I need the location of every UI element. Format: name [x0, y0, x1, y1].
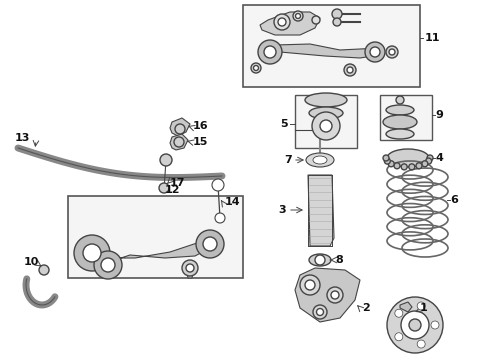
- Circle shape: [427, 155, 433, 161]
- Circle shape: [251, 63, 261, 73]
- Circle shape: [160, 154, 172, 166]
- Text: 5: 5: [280, 119, 288, 129]
- Polygon shape: [260, 44, 385, 58]
- Polygon shape: [295, 268, 360, 322]
- Circle shape: [417, 340, 425, 348]
- Ellipse shape: [386, 105, 414, 115]
- Circle shape: [159, 183, 169, 193]
- Polygon shape: [170, 118, 190, 136]
- Text: 16: 16: [193, 121, 209, 131]
- Text: 11: 11: [425, 33, 441, 43]
- Circle shape: [182, 260, 198, 276]
- Circle shape: [174, 137, 184, 147]
- Circle shape: [395, 333, 403, 341]
- Circle shape: [196, 230, 224, 258]
- Circle shape: [401, 311, 429, 339]
- Circle shape: [295, 14, 300, 18]
- Circle shape: [320, 120, 332, 132]
- Bar: [68, 196, 243, 278]
- Ellipse shape: [383, 115, 417, 129]
- Circle shape: [83, 244, 101, 262]
- Circle shape: [409, 164, 415, 170]
- Circle shape: [39, 265, 49, 275]
- Ellipse shape: [309, 107, 343, 119]
- Circle shape: [274, 14, 290, 30]
- Ellipse shape: [306, 153, 334, 167]
- Text: 3: 3: [278, 205, 286, 215]
- Circle shape: [312, 112, 340, 140]
- Circle shape: [278, 18, 286, 26]
- Circle shape: [312, 16, 320, 24]
- Text: 1: 1: [420, 303, 428, 313]
- Polygon shape: [186, 268, 194, 278]
- Circle shape: [331, 291, 339, 299]
- Circle shape: [305, 280, 315, 290]
- Ellipse shape: [305, 93, 347, 107]
- Circle shape: [426, 158, 432, 164]
- Circle shape: [417, 302, 425, 310]
- Text: 15: 15: [193, 137, 208, 147]
- Circle shape: [395, 309, 403, 317]
- Circle shape: [203, 237, 217, 251]
- Circle shape: [422, 161, 428, 167]
- Circle shape: [315, 255, 325, 265]
- Circle shape: [370, 47, 380, 57]
- Circle shape: [313, 305, 327, 319]
- Polygon shape: [260, 12, 320, 35]
- Circle shape: [387, 297, 443, 353]
- Text: 17: 17: [170, 178, 186, 188]
- Circle shape: [327, 287, 343, 303]
- Text: 10: 10: [24, 257, 39, 267]
- Circle shape: [386, 46, 398, 58]
- Circle shape: [186, 264, 194, 272]
- Circle shape: [264, 46, 276, 58]
- Polygon shape: [308, 175, 334, 246]
- Ellipse shape: [313, 156, 327, 164]
- Circle shape: [333, 18, 341, 26]
- Text: 12: 12: [165, 185, 180, 195]
- Text: 6: 6: [450, 195, 458, 205]
- Text: 13: 13: [15, 133, 30, 143]
- Text: 9: 9: [435, 110, 443, 120]
- Circle shape: [383, 155, 389, 161]
- Circle shape: [300, 275, 320, 295]
- Circle shape: [253, 66, 259, 71]
- Circle shape: [332, 9, 342, 19]
- Circle shape: [212, 179, 224, 191]
- Circle shape: [258, 40, 282, 64]
- Text: 7: 7: [284, 155, 292, 165]
- Text: 8: 8: [335, 255, 343, 265]
- Ellipse shape: [387, 149, 429, 167]
- Circle shape: [401, 164, 407, 170]
- Bar: [380, 95, 432, 140]
- Polygon shape: [170, 134, 188, 150]
- Circle shape: [293, 11, 303, 21]
- Bar: [295, 95, 357, 148]
- Bar: [243, 5, 420, 87]
- Text: 14: 14: [225, 197, 241, 207]
- Circle shape: [175, 124, 185, 134]
- Circle shape: [344, 64, 356, 76]
- Circle shape: [101, 258, 115, 272]
- Text: 4: 4: [435, 153, 443, 163]
- Polygon shape: [88, 238, 215, 265]
- Text: 2: 2: [362, 303, 370, 313]
- Circle shape: [215, 213, 225, 223]
- Ellipse shape: [386, 129, 414, 139]
- Circle shape: [347, 67, 353, 73]
- Polygon shape: [400, 302, 412, 312]
- Circle shape: [409, 319, 421, 331]
- Circle shape: [431, 321, 439, 329]
- Circle shape: [317, 309, 323, 315]
- Circle shape: [365, 42, 385, 62]
- Ellipse shape: [309, 254, 331, 266]
- Circle shape: [74, 235, 110, 271]
- Circle shape: [394, 163, 400, 169]
- Circle shape: [416, 163, 422, 169]
- Circle shape: [94, 251, 122, 279]
- Circle shape: [388, 161, 394, 167]
- Circle shape: [389, 49, 395, 55]
- Circle shape: [396, 96, 404, 104]
- Circle shape: [384, 158, 391, 164]
